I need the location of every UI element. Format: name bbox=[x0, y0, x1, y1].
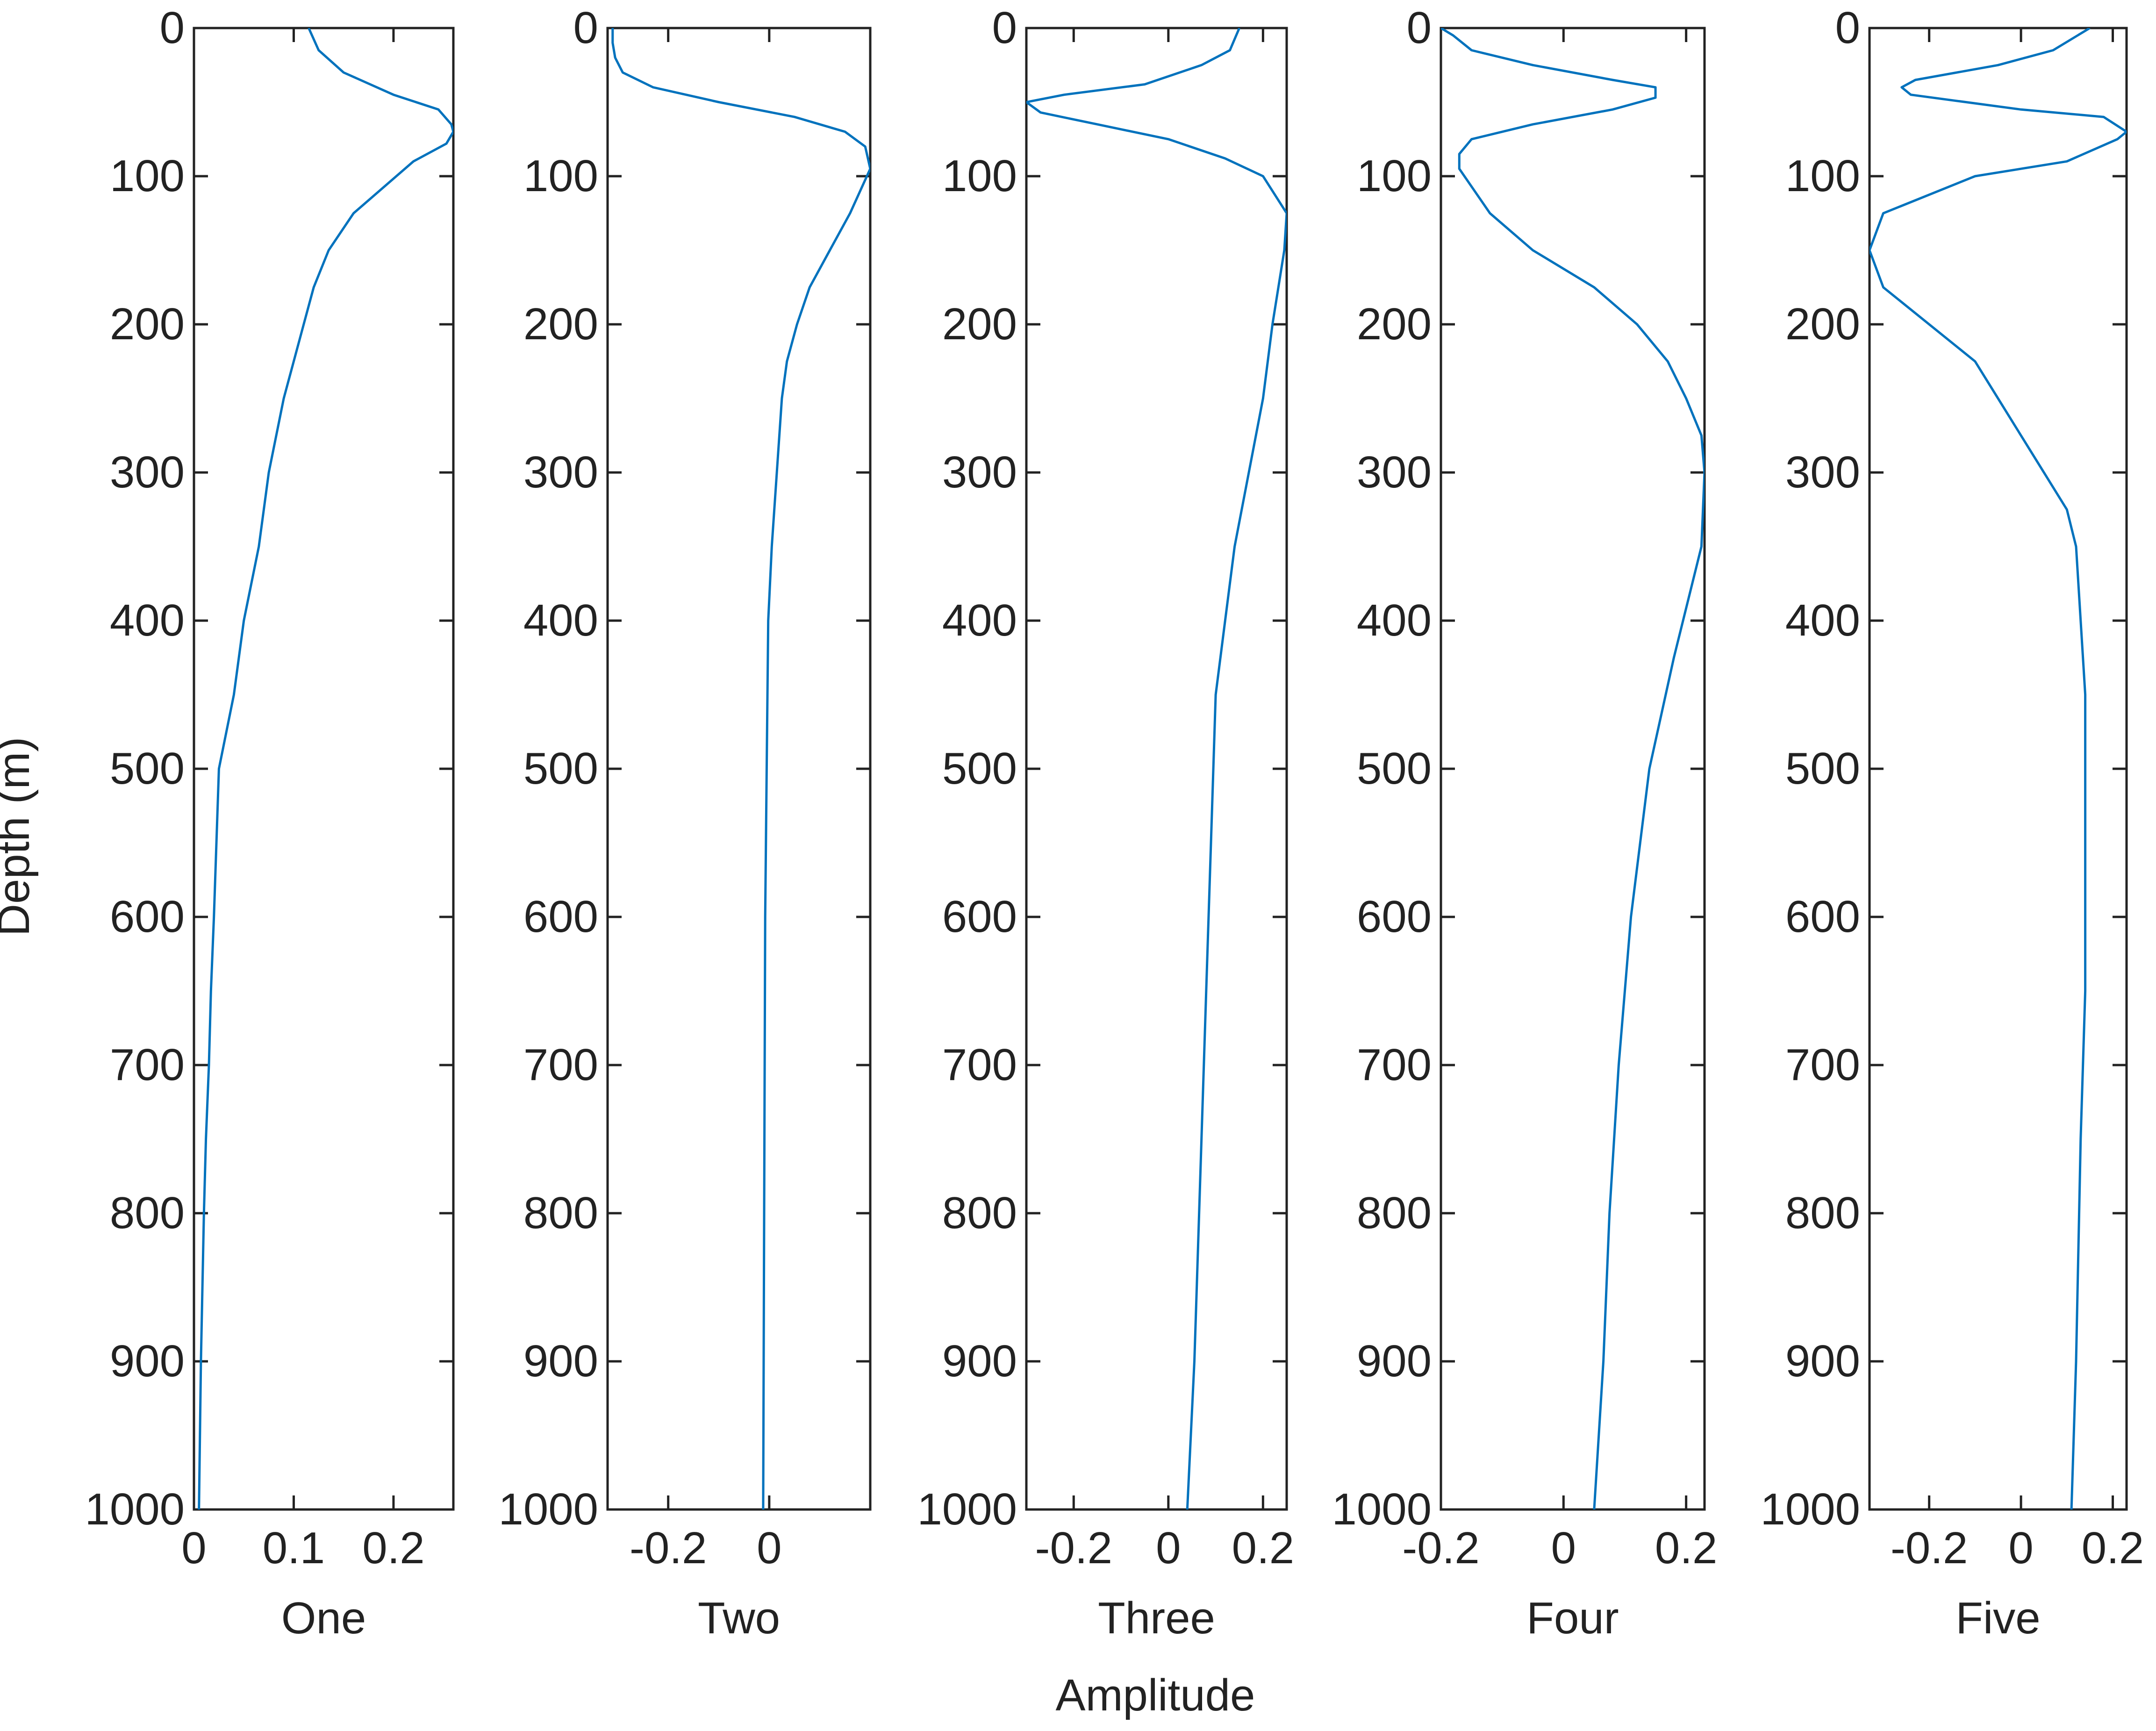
panel-label: One bbox=[281, 1593, 366, 1643]
panel-label: Two bbox=[698, 1593, 780, 1643]
y-tick-label: 600 bbox=[523, 892, 598, 942]
y-tick-label: 300 bbox=[110, 447, 185, 497]
x-tick-label: 0 bbox=[757, 1523, 781, 1573]
y-tick-label: 800 bbox=[1785, 1188, 1860, 1238]
y-tick-label: 0 bbox=[1407, 3, 1432, 53]
y-axis-label: Depth (m) bbox=[0, 737, 39, 937]
y-tick-label: 700 bbox=[942, 1040, 1017, 1090]
y-tick-label: 800 bbox=[523, 1188, 598, 1238]
series-line-two bbox=[611, 28, 870, 1509]
y-tick-label: 400 bbox=[1785, 595, 1860, 645]
y-tick-label: 0 bbox=[1835, 3, 1860, 53]
y-tick-label: 200 bbox=[1357, 299, 1432, 349]
x-tick-label: 0 bbox=[1551, 1523, 1576, 1573]
y-tick-label: 500 bbox=[523, 744, 598, 794]
y-tick-label: 900 bbox=[523, 1336, 598, 1386]
y-tick-label: 600 bbox=[942, 892, 1017, 942]
y-tick-label: 900 bbox=[1785, 1336, 1860, 1386]
y-tick-label: 100 bbox=[1785, 151, 1860, 201]
series-line-one bbox=[198, 28, 453, 1509]
y-tick-label: 1000 bbox=[1760, 1484, 1860, 1534]
y-tick-label: 600 bbox=[110, 892, 185, 942]
y-tick-label: 500 bbox=[1357, 744, 1432, 794]
x-tick-label: 0 bbox=[181, 1523, 206, 1573]
y-tick-label: 600 bbox=[1785, 892, 1860, 942]
y-tick-label: 300 bbox=[942, 447, 1017, 497]
x-tick-label: 0 bbox=[2008, 1523, 2033, 1573]
y-tick-label: 1000 bbox=[498, 1484, 598, 1534]
y-tick-label: 100 bbox=[523, 151, 598, 201]
y-tick-label: 1000 bbox=[85, 1484, 185, 1534]
y-tick-label: 200 bbox=[1785, 299, 1860, 349]
x-tick-label: 0.1 bbox=[263, 1523, 325, 1573]
x-tick-label: -0.2 bbox=[1035, 1523, 1112, 1573]
x-tick-label: 0.2 bbox=[362, 1523, 424, 1573]
y-tick-label: 200 bbox=[523, 299, 598, 349]
x-tick-label: -0.2 bbox=[1402, 1523, 1479, 1573]
y-tick-label: 700 bbox=[523, 1040, 598, 1090]
y-tick-label: 400 bbox=[1357, 595, 1432, 645]
y-tick-label: 900 bbox=[110, 1336, 185, 1386]
y-tick-label: 500 bbox=[942, 744, 1017, 794]
panel-label: Three bbox=[1098, 1593, 1215, 1643]
y-tick-label: 0 bbox=[992, 3, 1017, 53]
y-tick-label: 400 bbox=[942, 595, 1017, 645]
x-tick-label: 0 bbox=[1156, 1523, 1181, 1573]
y-tick-label: 100 bbox=[1357, 151, 1432, 201]
x-tick-label: 0.2 bbox=[2082, 1523, 2144, 1573]
y-tick-label: 800 bbox=[110, 1188, 185, 1238]
y-tick-label: 200 bbox=[110, 299, 185, 349]
x-tick-label: -0.2 bbox=[630, 1523, 707, 1573]
y-tick-label: 200 bbox=[942, 299, 1017, 349]
series-line-four bbox=[1441, 28, 1705, 1509]
y-tick-label: 800 bbox=[942, 1188, 1017, 1238]
x-tick-label: -0.2 bbox=[1891, 1523, 1968, 1573]
y-tick-label: 0 bbox=[573, 3, 598, 53]
y-tick-label: 1000 bbox=[917, 1484, 1017, 1534]
y-tick-label: 0 bbox=[160, 3, 185, 53]
y-tick-label: 500 bbox=[110, 744, 185, 794]
series-line-three bbox=[1026, 28, 1287, 1509]
panel-five: 0 100 200 300 400 500 600 700 800 900 1000 -0.2 0 0.2… bbox=[1760, 3, 2144, 1643]
panel-label: Four bbox=[1526, 1593, 1619, 1643]
y-tick-label: 900 bbox=[1357, 1336, 1432, 1386]
y-tick-label: 500 bbox=[1785, 744, 1860, 794]
panel-label: Five bbox=[1955, 1593, 2040, 1643]
x-tick-label: 0.2 bbox=[1232, 1523, 1294, 1573]
series-line-five bbox=[1869, 28, 2127, 1509]
y-tick-label: 700 bbox=[1785, 1040, 1860, 1090]
y-tick-label: 1000 bbox=[1332, 1484, 1432, 1534]
y-tick-label: 300 bbox=[1357, 447, 1432, 497]
x-axis-label: Amplitude bbox=[1056, 1670, 1255, 1720]
y-tick-label: 700 bbox=[110, 1040, 185, 1090]
y-tick-label: 400 bbox=[110, 595, 185, 645]
y-tick-label: 900 bbox=[942, 1336, 1017, 1386]
panel-three: 0 100 200 300 400 500 600 700 800 900 1000 -0.2 0 0.2… bbox=[917, 3, 1294, 1643]
y-tick-label: 300 bbox=[523, 447, 598, 497]
y-tick-label: 400 bbox=[523, 595, 598, 645]
y-tick-label: 300 bbox=[1785, 447, 1860, 497]
panel-two: 0 100 200 300 400 500 600 700 800 900 1000 -0.2 0 Two bbox=[498, 3, 872, 1643]
panel-four: 0 100 200 300 400 500 600 700 800 900 1000-0.2 0 0.2… bbox=[1332, 3, 1717, 1643]
x-tick-label: 0.2 bbox=[1655, 1523, 1717, 1573]
y-tick-label: 600 bbox=[1357, 892, 1432, 942]
y-tick-label: 100 bbox=[110, 151, 185, 201]
y-tick-label: 800 bbox=[1357, 1188, 1432, 1238]
y-tick-label: 100 bbox=[942, 151, 1017, 201]
y-tick-label: 700 bbox=[1357, 1040, 1432, 1090]
